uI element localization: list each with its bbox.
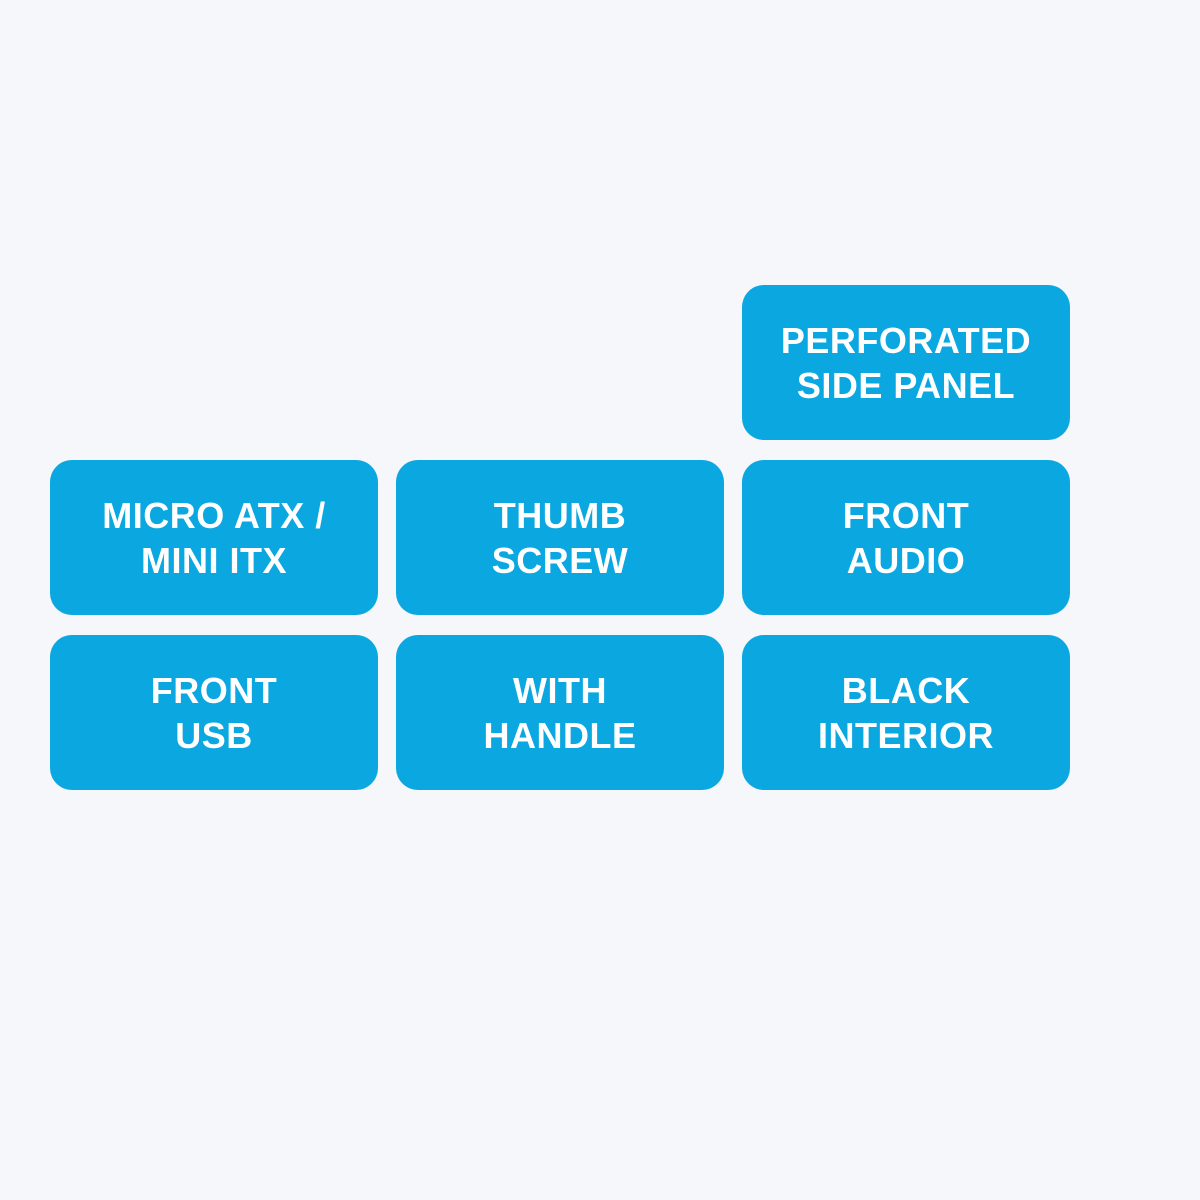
tag-micro-atx-mini-itx: MICRO ATX / MINI ITX [50,460,378,615]
tag-front-usb: FRONT USB [50,635,378,790]
tag-front-audio: FRONT AUDIO [742,460,1070,615]
tag-row-middle: MICRO ATX / MINI ITX THUMB SCREW FRONT A… [50,460,1070,615]
tag-with-handle: WITH HANDLE [396,635,724,790]
tag-black-interior: BLACK INTERIOR [742,635,1070,790]
tag-row-top: PERFORATED SIDE PANEL [50,285,1070,440]
tag-perforated-side-panel: PERFORATED SIDE PANEL [742,285,1070,440]
tag-thumb-screw: THUMB SCREW [396,460,724,615]
tag-row-bottom: FRONT USB WITH HANDLE BLACK INTERIOR [50,635,1070,790]
